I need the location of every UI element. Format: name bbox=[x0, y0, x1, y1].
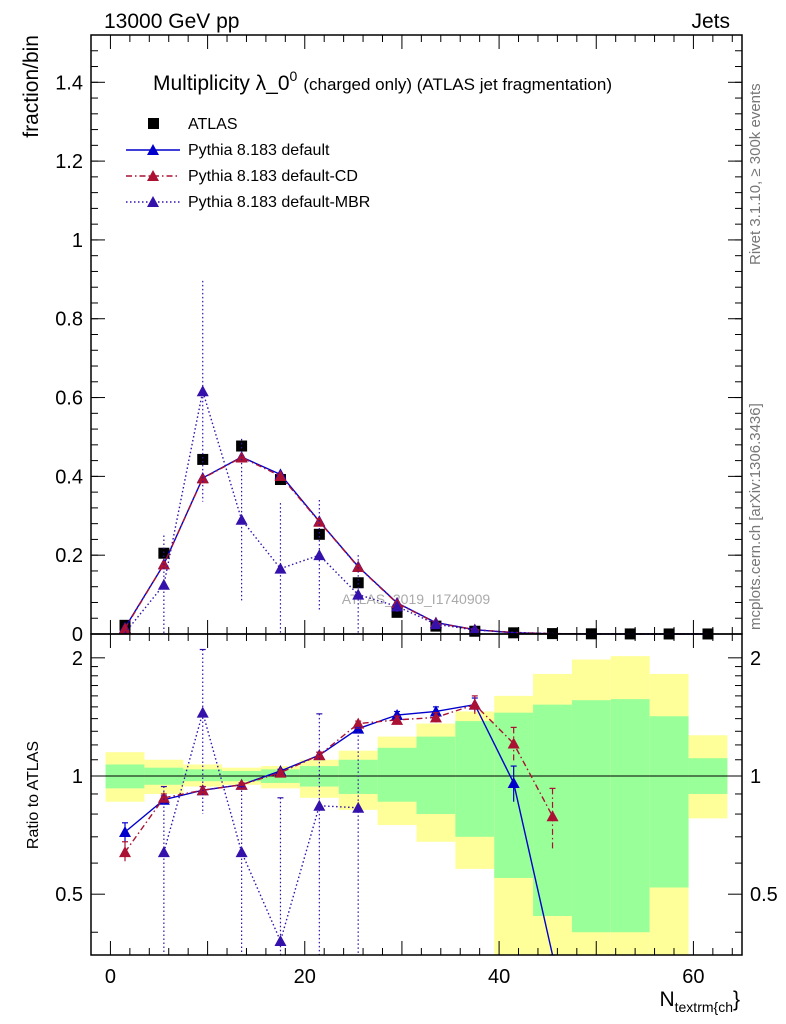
data-point-atlas bbox=[236, 440, 248, 452]
header-right-label: Jets bbox=[691, 10, 730, 33]
data-point-pythia-8-183-default-mbr bbox=[196, 385, 209, 397]
uncertainty-band-inner bbox=[183, 769, 223, 782]
y-tick-label: 0 bbox=[72, 624, 83, 646]
ratio-series-layer bbox=[119, 648, 559, 956]
legend: ATLAS Pythia 8.183 default Pythia 8.183 … bbox=[126, 116, 370, 211]
legend-marker-default bbox=[147, 144, 159, 155]
ratio-point-pythia-8-183-default-mbr bbox=[196, 706, 209, 718]
ratio-point-pythia-8-183-default-cd bbox=[352, 717, 365, 729]
rivet-label: Rivet 3.1.10, ≥ 300k events bbox=[747, 83, 764, 265]
legend-marker-atlas bbox=[148, 118, 159, 129]
x-axis-label-sub: textrm{ch bbox=[675, 999, 733, 1015]
main-title-rest: (charged only) (ATLAS jet fragmentation) bbox=[303, 75, 612, 94]
ratio-point-pythia-8-183-default bbox=[507, 776, 520, 788]
uncertainty-band-inner bbox=[416, 736, 456, 815]
y-tick-label: 0.2 bbox=[55, 545, 83, 567]
ratio-point-pythia-8-183-default-cd bbox=[429, 711, 442, 723]
legend-label-cd: Pythia 8.183 default-CD bbox=[188, 168, 358, 185]
series-line-pythia-8-183-default bbox=[124, 456, 708, 635]
main-panel: ATLAS_2019_I1740909 0 0.2 0.4 0.6 0.8 1 1.2 1.4 bbox=[55, 34, 743, 646]
data-point-pythia-8-183-default-cd bbox=[235, 451, 248, 463]
main-title-main: Multiplicity λ_0 bbox=[153, 72, 290, 95]
data-point-pythia-8-183-default-cd bbox=[119, 622, 132, 634]
ratio-y-tick-label-right: 0.5 bbox=[750, 884, 778, 906]
mcplots-label: mcplots.cern.ch [arXiv:1306.3436] bbox=[747, 403, 764, 630]
y-tick-label: 0.4 bbox=[55, 466, 83, 488]
ratio-point-pythia-8-183-default-cd bbox=[391, 713, 404, 725]
data-point-pythia-8-183-default-cd bbox=[352, 561, 365, 573]
ratio-ticks: 0.5 0.51 12 20 20 40 60 bbox=[55, 634, 778, 988]
y-tick-label: 1.4 bbox=[55, 72, 83, 94]
ratio-panel: 0.5 0.51 12 20 20 40 60 bbox=[55, 633, 778, 988]
ratio-y-tick-label: 2 bbox=[72, 648, 83, 670]
x-axis-label: Ntextrm{ch} bbox=[659, 988, 740, 1015]
x-tick-label: 60 bbox=[682, 966, 704, 988]
series-line-pythia-8-183-default-cd bbox=[124, 456, 708, 635]
ratio-point-pythia-8-183-default bbox=[429, 705, 442, 717]
ratio-y-tick-label-right: 1 bbox=[750, 766, 761, 788]
data-point-pythia-8-183-default-mbr bbox=[157, 578, 170, 590]
ratio-point-pythia-8-183-default-cd bbox=[274, 766, 287, 778]
uncertainty-band-inner bbox=[610, 699, 650, 933]
ratio-point-pythia-8-183-default-mbr bbox=[235, 846, 248, 858]
data-point-pythia-8-183-default-mbr bbox=[352, 588, 365, 600]
ratio-point-pythia-8-183-default bbox=[119, 826, 132, 838]
ratio-line-pythia-8-183-default-cd bbox=[124, 703, 554, 853]
uncertainty-band-inner bbox=[377, 747, 417, 802]
ratio-y-tick-label: 0.5 bbox=[55, 884, 83, 906]
ratio-point-pythia-8-183-default-mbr bbox=[274, 934, 287, 946]
data-point-pythia-8-183-default-mbr bbox=[313, 549, 326, 561]
ratio-point-pythia-8-183-default-cd bbox=[119, 846, 132, 858]
legend-marker-cd bbox=[147, 170, 159, 181]
legend-marker-mbr bbox=[147, 196, 159, 207]
data-point-atlas bbox=[391, 606, 403, 618]
uncertainty-band-inner bbox=[455, 721, 495, 837]
x-axis-label-close: } bbox=[733, 988, 740, 1011]
data-point-pythia-8-183-default-mbr bbox=[429, 618, 442, 630]
data-point-pythia-8-183-default-mbr bbox=[468, 624, 481, 636]
uncertainty-band-inner bbox=[649, 716, 689, 888]
ratio-y-tick-label-right: 2 bbox=[750, 648, 761, 670]
ratio-y-tick-label: 1 bbox=[72, 766, 83, 788]
legend-label-mbr: Pythia 8.183 default-MBR bbox=[188, 194, 370, 211]
y-tick-label: 1.2 bbox=[55, 151, 83, 173]
ratio-ylabel: Ratio to ATLAS bbox=[25, 741, 42, 849]
ratio-line-pythia-8-183-default-mbr bbox=[163, 710, 359, 944]
ratio-point-pythia-8-183-default-cd bbox=[157, 791, 170, 803]
main-ylabel: fraction/bin bbox=[20, 35, 43, 138]
main-title-sup: 0 bbox=[290, 68, 298, 84]
main-ticks: 0 0.2 0.4 0.6 0.8 1 1.2 1.4 bbox=[55, 35, 742, 646]
x-tick-label: 0 bbox=[105, 966, 116, 988]
y-tick-label: 0.8 bbox=[55, 309, 83, 331]
header-left-label: 13000 GeV pp bbox=[104, 10, 239, 33]
x-tick-label: 40 bbox=[488, 966, 510, 988]
data-point-pythia-8-183-default-mbr bbox=[391, 600, 404, 612]
ratio-point-pythia-8-183-default-cd bbox=[507, 737, 520, 749]
ratio-bands bbox=[105, 656, 728, 955]
watermark: ATLAS_2019_I1740909 bbox=[342, 591, 491, 607]
ratio-point-pythia-8-183-default-cd bbox=[546, 810, 559, 822]
data-point-atlas bbox=[197, 453, 209, 465]
data-point-atlas bbox=[352, 577, 364, 589]
main-title: Multiplicity λ_00 (charged only) (ATLAS j… bbox=[153, 68, 612, 95]
y-tick-label: 1 bbox=[72, 230, 83, 252]
data-point-atlas bbox=[158, 547, 170, 559]
ratio-frame bbox=[90, 633, 743, 956]
uncertainty-band-inner bbox=[571, 700, 611, 933]
legend-label-atlas: ATLAS bbox=[188, 116, 238, 133]
x-tick-label: 20 bbox=[294, 966, 316, 988]
ratio-point-pythia-8-183-default-mbr bbox=[352, 801, 365, 813]
legend-label-default: Pythia 8.183 default bbox=[188, 142, 330, 159]
ratio-point-pythia-8-183-default-mbr bbox=[157, 846, 170, 858]
data-point-pythia-8-183-default-mbr bbox=[274, 562, 287, 574]
x-axis-label-main: N bbox=[659, 988, 674, 1011]
data-point-pythia-8-183-default-cd bbox=[274, 469, 287, 481]
data-point-pythia-8-183-default-mbr bbox=[235, 513, 248, 525]
y-tick-label: 0.6 bbox=[55, 388, 83, 410]
data-point-atlas bbox=[313, 528, 325, 540]
ratio-point-pythia-8-183-default-cd bbox=[468, 698, 481, 710]
ratio-point-pythia-8-183-default-mbr bbox=[313, 799, 326, 811]
main-series-layer bbox=[119, 280, 714, 640]
